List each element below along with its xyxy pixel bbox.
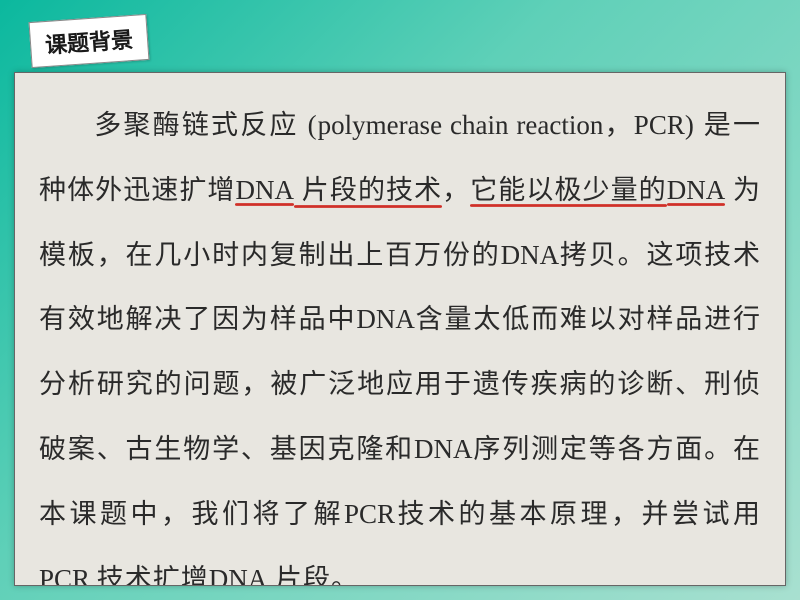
topic-badge-label: 课题背景	[44, 27, 134, 58]
text-seg: ，在几小时内复制出上百万份的	[97, 240, 501, 270]
underline-phrase-1c: 片段的技术	[294, 175, 442, 205]
topic-badge: 课题背景	[29, 14, 150, 68]
latin-term-pcr-full: polymerase chain reaction	[318, 110, 604, 140]
text-seg: ，	[603, 110, 633, 140]
text-seg: 技术的基本原理，并尝试用	[395, 499, 761, 529]
paragraph-body: 多聚酶链式反应 (polymerase chain reaction，PCR) …	[39, 93, 761, 586]
latin-term-dna: DNA	[414, 434, 473, 464]
paper-panel: 多聚酶链式反应 (polymerase chain reaction，PCR) …	[14, 72, 786, 586]
text-seg: 多聚酶链式反应 (	[93, 110, 318, 140]
latin-term-pcr: PCR	[39, 564, 97, 586]
text-seg: )	[685, 110, 704, 140]
text-seg: 技术扩增	[97, 564, 209, 586]
underline-phrase-1b: DNA	[235, 175, 294, 205]
underline-phrase-2b: DNA	[667, 175, 726, 205]
text-seg: ，	[442, 175, 470, 205]
latin-term-dna: DNA	[501, 240, 560, 270]
latin-term-pcr: PCR	[634, 110, 685, 140]
latin-term-dna: DNA	[356, 304, 415, 334]
underline-phrase-2a: 它能以极少量的	[470, 175, 666, 205]
text-seg: 片段。	[267, 564, 359, 586]
latin-term-pcr: PCR	[344, 499, 395, 529]
latin-term-dna: DNA	[209, 564, 268, 586]
